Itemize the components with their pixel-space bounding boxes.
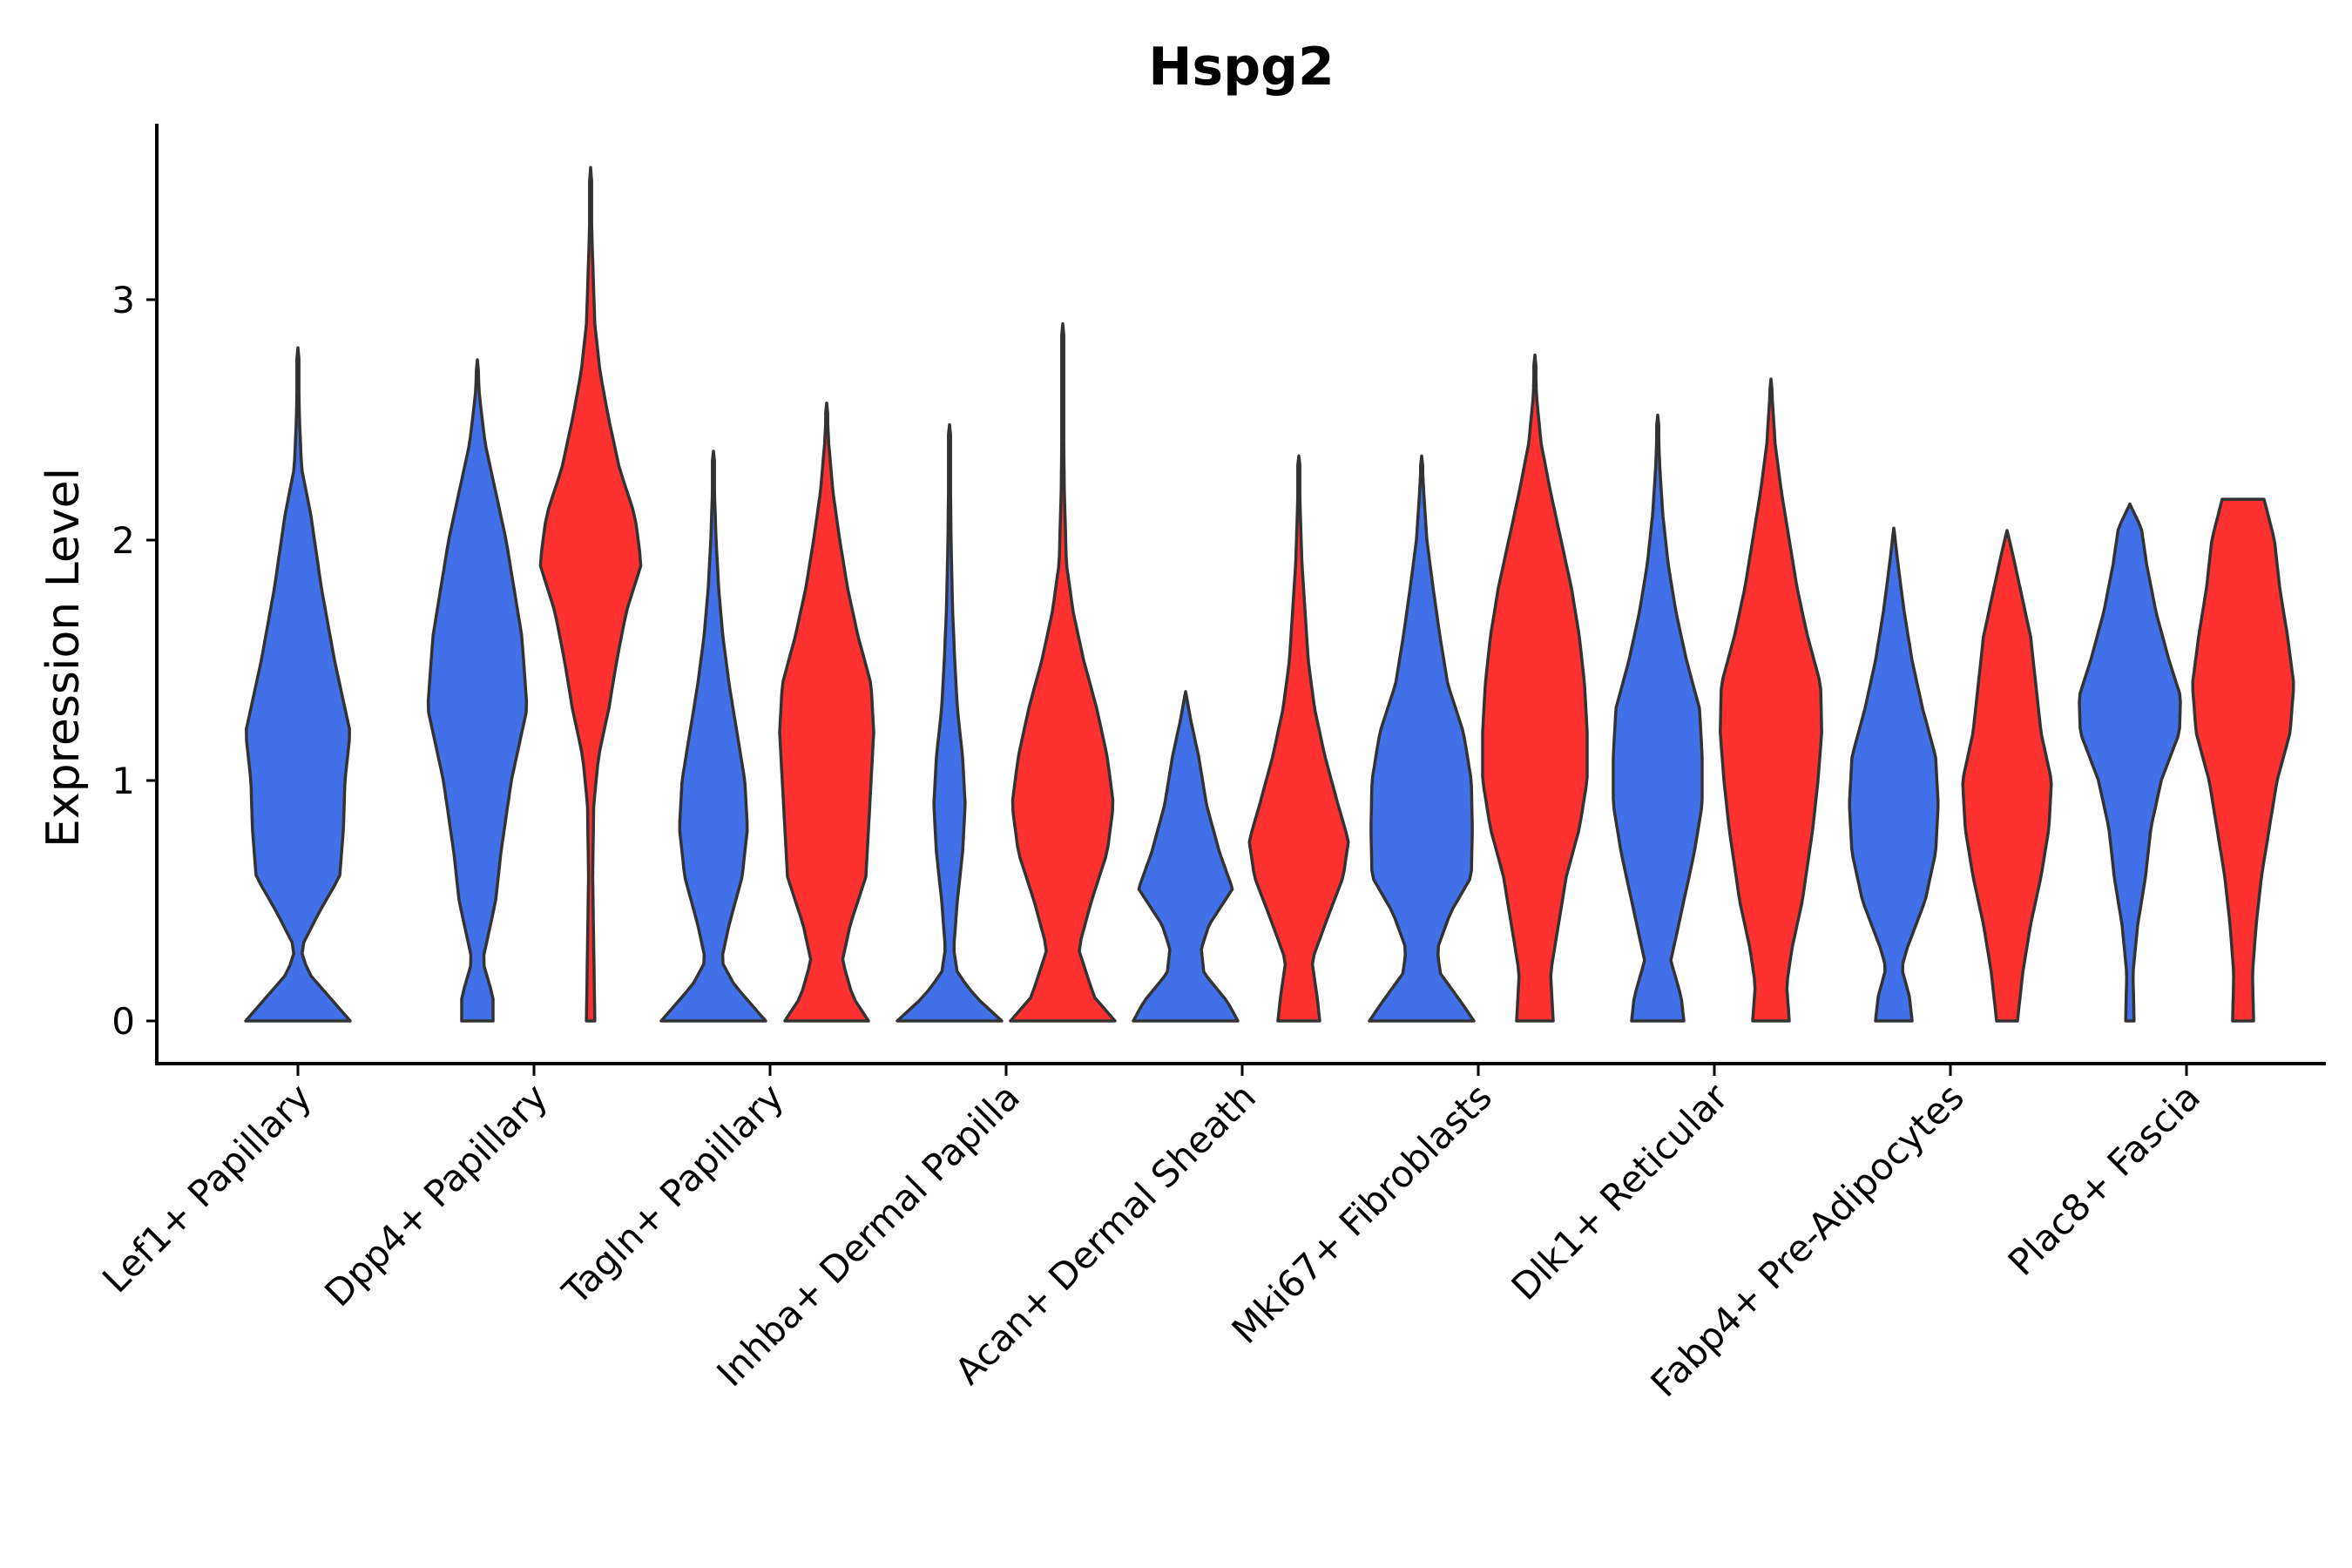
- x-tick-label-dlk1-reticular: Dlk1+ Reticular: [1504, 1075, 1737, 1308]
- violin-group2-inhba-dermal-papilla: [1009, 321, 1117, 1023]
- violin-group2-tagln-papillary: [778, 401, 875, 1023]
- violin-group2-fabp4-pre-adipocytes: [1961, 529, 2053, 1023]
- violin-group1-mki67-fibroblasts: [1368, 454, 1476, 1023]
- violin-group1-fabp4-pre-adipocytes: [1848, 526, 1940, 1023]
- y-ticks: 0 1 2 3: [112, 279, 157, 1043]
- y-tick-label-3: 3: [112, 279, 135, 321]
- violin-group2-plac8-fascia: [2191, 497, 2295, 1023]
- y-tick-label-1: 1: [112, 760, 135, 802]
- violin-group2-acan-dermal-sheath: [1247, 454, 1350, 1023]
- x-tick-label-mki67-fibroblasts: Mki67+ Fibroblasts: [1224, 1075, 1500, 1351]
- x-tick-label-tagln-papillary: Tagln+ Papillary: [554, 1075, 792, 1313]
- chart-title: Hspg2: [1148, 37, 1335, 98]
- violin-group2-mki67-fibroblasts: [1481, 353, 1589, 1023]
- violin-group1-tagln-papillary: [659, 449, 767, 1023]
- violin-group1-lef1-papillary: [244, 346, 352, 1023]
- y-axis-label: Expression Level: [37, 468, 90, 848]
- violin-group2-dlk1-reticular: [1719, 377, 1823, 1023]
- violin-group1-dlk1-reticular: [1612, 413, 1704, 1023]
- axes-layer: [155, 124, 2326, 1065]
- x-tick-label-plac8-fascia: Plac8+ Fascia: [2000, 1075, 2208, 1283]
- y-tick-label-0: 0: [112, 1000, 135, 1043]
- violins-layer: [244, 166, 2295, 1023]
- x-tick-label-lef1-papillary: Lef1+ Papillary: [94, 1075, 320, 1301]
- x-tick-label-dpp4-papillary: Dpp4+ Papillary: [316, 1075, 556, 1315]
- violin-group2-dpp4-papillary: [538, 166, 643, 1023]
- violin-group1-inhba-dermal-papilla: [896, 422, 1004, 1023]
- violin-group1-dpp4-papillary: [426, 358, 529, 1023]
- y-tick-label-2: 2: [112, 519, 135, 562]
- violin-group1-plac8-fascia: [2078, 502, 2182, 1023]
- violin-group1-acan-dermal-sheath: [1132, 690, 1240, 1023]
